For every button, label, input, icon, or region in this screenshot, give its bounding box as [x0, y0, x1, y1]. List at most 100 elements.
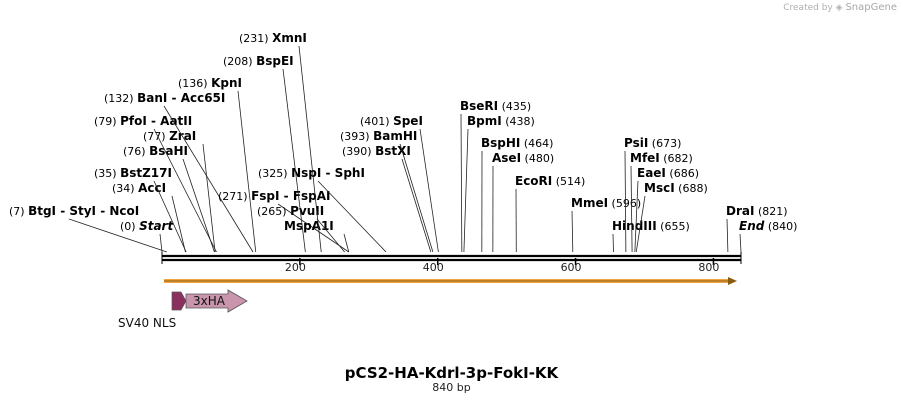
- site-leader-line: [401, 158, 432, 253]
- site-bamhi: (393) BamHI: [340, 129, 434, 253]
- site-label: (79) PfoI - AatII: [94, 114, 192, 128]
- site-leader-line: [343, 233, 350, 253]
- site-enzyme-name: BspEI: [256, 54, 294, 68]
- site-pfoi: (79) PfoI - AatII: [94, 114, 217, 253]
- plasmid-length: 840 bp: [432, 381, 471, 394]
- site-position: (231): [239, 32, 272, 45]
- site-separator: -: [147, 114, 160, 128]
- site-mfei: MfeI (682): [630, 151, 693, 253]
- site-label: (35) BstZ17I: [94, 166, 172, 180]
- site-mspa1i: MspA1I: [284, 219, 350, 253]
- restriction-sites: (0) Start(7) BtgI - StyI - NcoI(34) AccI…: [9, 31, 797, 253]
- site-label: (401) SpeI: [360, 114, 423, 128]
- site-fspi: (271) FspI - FspAI: [218, 189, 350, 253]
- ruler-tick-label: 600: [561, 261, 582, 274]
- site-position: (208): [223, 55, 256, 68]
- site-bani: (132) BanI - Acc65I: [104, 91, 254, 253]
- site-enzyme-name: NcoI: [109, 204, 139, 218]
- site-enzyme-name: Acc65I: [181, 91, 226, 105]
- site-leader-line: [739, 233, 742, 253]
- site-enzyme-name: BamHI: [373, 129, 417, 143]
- site-enzyme-name: End: [739, 219, 765, 233]
- site-label: (393) BamHI: [340, 129, 417, 143]
- site-leader-line: [634, 180, 639, 253]
- site-drai: DraI (821): [726, 204, 788, 253]
- site-leader-line: [68, 218, 167, 253]
- site-position: (401): [360, 115, 393, 128]
- site-position: (464): [520, 137, 553, 150]
- site-enzyme-name: BanI: [137, 91, 167, 105]
- site-enzyme-name: PvuII: [290, 204, 324, 218]
- site-enzyme-name: SphI: [335, 166, 365, 180]
- site-position: (265): [257, 205, 290, 218]
- site-btgi: (7) BtgI - StyI - NcoI: [9, 204, 167, 253]
- site-position: (655): [657, 220, 690, 233]
- site-label: (76) BsaHI: [123, 144, 188, 158]
- site-position: (325): [258, 167, 291, 180]
- site-position: (136): [178, 77, 211, 90]
- credit-prefix: Created by: [783, 3, 833, 13]
- site-ecori: EcoRI (514): [515, 174, 585, 253]
- site-label: (208) BspEI: [223, 54, 294, 68]
- site-label: MfeI (682): [630, 151, 693, 165]
- site-label: BpmI (438): [467, 114, 535, 128]
- site-leader-line: [153, 128, 217, 253]
- site-label: BspHI (464): [481, 136, 553, 150]
- site-asei: AseI (480): [492, 151, 554, 253]
- site-enzyme-name: BstXI: [375, 144, 411, 158]
- site-leader-line: [317, 180, 387, 253]
- site-position: (840): [764, 220, 797, 233]
- site-leader-line: [277, 203, 350, 253]
- site-position: (390): [342, 145, 375, 158]
- site-leader-line: [182, 158, 215, 253]
- site-label: (390) BstXI: [342, 144, 411, 158]
- site-position: (35): [94, 167, 120, 180]
- site-leader-line: [460, 113, 463, 253]
- site-leader-line: [237, 90, 257, 253]
- site-label: (265) PvuII: [257, 204, 324, 218]
- site-enzyme-name: BsaHI: [149, 144, 188, 158]
- ruler-tick-label: 800: [698, 261, 719, 274]
- orf-arrow: [164, 277, 737, 285]
- site-label: HindIII (655): [612, 219, 690, 233]
- site-enzyme-name: MscI: [644, 181, 675, 195]
- site-enzyme-name: BspHI: [481, 136, 520, 150]
- site-spei: (401) SpeI: [360, 114, 439, 253]
- site-enzyme-name: EaeI: [637, 166, 666, 180]
- site-enzyme-name: EcoRI: [515, 174, 552, 188]
- site-position: (393): [340, 130, 373, 143]
- site-position: (480): [521, 152, 554, 165]
- site-position: (821): [754, 205, 787, 218]
- site-leader-line: [463, 128, 469, 253]
- site-leader-line: [202, 143, 216, 253]
- site-enzyme-name: BstZ17I: [120, 166, 172, 180]
- site-enzyme-name: Start: [139, 219, 174, 233]
- site-enzyme-name: XmnI: [272, 31, 307, 45]
- site-bsphi: BspHI (464): [481, 136, 553, 253]
- site-position: (438): [502, 115, 535, 128]
- site-end: End (840): [739, 219, 797, 253]
- site-enzyme-name: StyI: [69, 204, 96, 218]
- site-label: EcoRI (514): [515, 174, 585, 188]
- site-label: (132) BanI - Acc65I: [104, 91, 225, 105]
- site-enzyme-name: BpmI: [467, 114, 502, 128]
- site-label: MspA1I: [284, 219, 334, 233]
- site-label: MmeI (596): [571, 196, 641, 210]
- feature-3xha-label: 3xHA: [193, 294, 226, 308]
- site-leader-line: [163, 105, 254, 253]
- site-position: (514): [552, 175, 585, 188]
- site-position: (686): [666, 167, 699, 180]
- site-label: (0) Start: [120, 219, 174, 233]
- site-leader-line: [316, 218, 345, 253]
- site-label: (231) XmnI: [239, 31, 307, 45]
- site-enzyme-name: AatII: [160, 114, 192, 128]
- site-enzyme-name: PfoI: [120, 114, 147, 128]
- feature-sv40-nls: [171, 291, 187, 311]
- ruler-tick-label: 200: [285, 261, 306, 274]
- site-leader-line: [282, 68, 306, 253]
- site-psii: PsiI (673): [624, 136, 681, 253]
- site-leader-line: [159, 233, 163, 253]
- site-start: (0) Start: [120, 219, 174, 253]
- site-position: (79): [94, 115, 120, 128]
